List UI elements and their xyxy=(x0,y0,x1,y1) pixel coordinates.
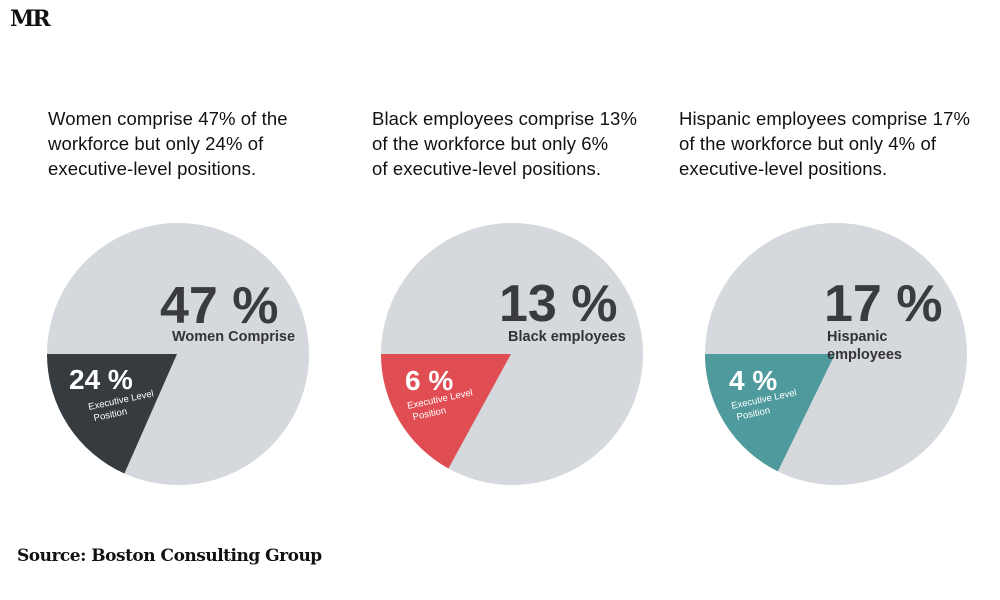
headline-line: of the workforce but only 6% xyxy=(372,133,609,154)
executive-slice xyxy=(47,354,177,474)
workforce-caption: employees xyxy=(827,347,902,363)
workforce-caption: Black employees xyxy=(508,329,626,345)
headline-line: of executive-level positions. xyxy=(372,158,602,179)
headline-black-employees: Black employees comprise 13% of the work… xyxy=(372,106,672,181)
headline-line: executive-level positions. xyxy=(48,158,257,179)
workforce-percent-label: 47 % xyxy=(160,277,279,335)
workforce-percent-label: 13 % xyxy=(499,275,618,333)
mr-logo: MR xyxy=(10,6,51,32)
source-credit: Source: Boston Consulting Group xyxy=(17,546,322,566)
executive-slice xyxy=(381,354,511,469)
headline-line: Black employees comprise 13% xyxy=(372,108,637,129)
headline-line: Women comprise 47% of the xyxy=(48,108,288,129)
headline-line: of the workforce but only 4% of xyxy=(679,133,937,154)
executive-percent-label: 6 % xyxy=(405,365,453,396)
headline-line: workforce but only 24% of xyxy=(48,133,264,154)
workforce-caption: Women Comprise xyxy=(172,329,295,345)
executive-percent-label: 4 % xyxy=(729,365,777,396)
headline-line: Hispanic employees comprise 17% xyxy=(679,108,971,129)
headline-women: Women comprise 47% of the workforce but … xyxy=(48,106,323,181)
workforce-caption: Hispanic xyxy=(827,329,887,345)
headline-line: executive-level positions. xyxy=(679,158,888,179)
workforce-percent-label: 17 % xyxy=(824,275,943,333)
executive-slice xyxy=(705,354,835,472)
headline-hispanic-employees: Hispanic employees comprise 17% of the w… xyxy=(679,106,979,181)
executive-percent-label: 24 % xyxy=(69,364,133,395)
